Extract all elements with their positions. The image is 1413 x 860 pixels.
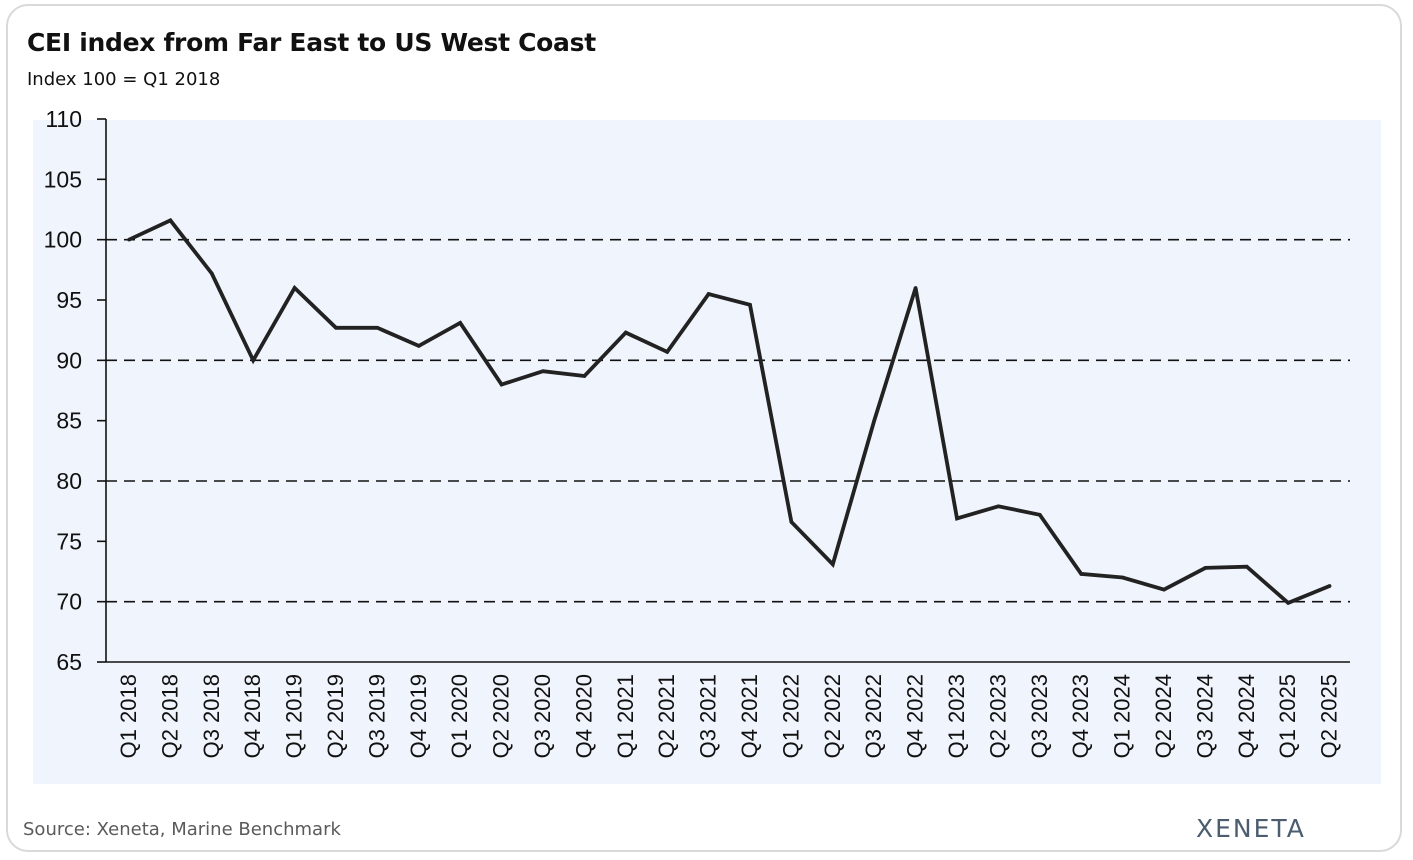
data-point [996, 504, 1001, 509]
x-tick-label: Q3 2023 [1027, 674, 1052, 758]
gridlines [106, 238, 1350, 603]
data-point [706, 292, 711, 296]
x-tick-label: Q4 2018 [240, 674, 265, 758]
x-tick-label: Q4 2021 [737, 674, 762, 758]
y-tick-label: 75 [56, 528, 82, 554]
data-point [748, 303, 752, 307]
x-tick-label: Q4 2024 [1234, 674, 1259, 758]
data-point [789, 520, 794, 524]
series [127, 218, 1332, 606]
x-tick-label: Q2 2024 [1151, 674, 1176, 758]
x-tick-label: Q3 2020 [530, 674, 555, 758]
data-point [334, 325, 338, 330]
x-tick-label: Q2 2022 [820, 674, 845, 758]
y-tick-label: 90 [56, 347, 82, 373]
data-point [913, 286, 918, 290]
chart-title: CEI index from Far East to US West Coast [27, 28, 596, 57]
x-tick-label: Q4 2022 [903, 674, 928, 758]
x-tick-label: Q1 2020 [447, 674, 472, 758]
data-point [1245, 564, 1249, 569]
x-tick-label: Q2 2018 [157, 674, 182, 758]
y-tick-labels: 65 70 75 80 85 90 95 100 105 110 [44, 106, 106, 675]
x-tick-label: Q3 2019 [364, 674, 389, 758]
x-tick-label: Q3 2024 [1192, 674, 1217, 758]
x-tick-label: Q1 2021 [613, 674, 638, 758]
x-tick-label: Q4 2019 [406, 674, 431, 758]
x-tick-label: Q3 2022 [861, 674, 886, 758]
y-tick-label: 100 [44, 227, 82, 253]
y-tick-label: 70 [56, 589, 82, 615]
series-line [128, 218, 1331, 606]
x-tick-label: Q1 2024 [1110, 674, 1135, 758]
brand-logo: XENETA [1196, 814, 1306, 843]
x-tick-label: Q3 2021 [696, 674, 721, 758]
y-tick-label: 80 [56, 468, 82, 494]
x-tick-label: Q4 2020 [571, 674, 596, 758]
data-point [1120, 575, 1125, 580]
data-point [1327, 584, 1332, 588]
x-tick-label: Q4 2023 [1068, 674, 1093, 758]
data-point [499, 382, 504, 387]
x-tick-label: Q2 2019 [323, 674, 348, 758]
y-tick-label: 65 [56, 649, 82, 675]
x-tick-label: Q1 2025 [1275, 674, 1300, 758]
data-point [1079, 572, 1083, 576]
data-point [831, 562, 835, 567]
x-tick-labels: Q1 2018 Q2 2018 Q3 2018 Q4 2018 Q1 2019 Q2 20… [116, 674, 1342, 758]
y-tick-label: 85 [56, 408, 82, 434]
y-tick-label: 110 [45, 106, 82, 132]
data-point [624, 330, 628, 335]
data-point [582, 374, 587, 378]
data-point [1286, 601, 1290, 605]
data-point [955, 516, 959, 521]
source-note: Source: Xeneta, Marine Benchmark [23, 819, 341, 840]
data-point [665, 350, 669, 354]
x-tick-label: Q1 2022 [778, 674, 803, 758]
data-point [417, 344, 421, 348]
data-point [168, 218, 173, 223]
axes [105, 119, 1350, 663]
y-tick-label: 105 [44, 166, 82, 192]
data-point [375, 325, 380, 330]
x-tick-label: Q1 2019 [282, 674, 307, 758]
data-point [251, 358, 255, 363]
data-point [127, 237, 131, 242]
data-point [210, 271, 214, 276]
data-point [872, 418, 876, 423]
data-point [1162, 587, 1166, 592]
y-tick-label: 95 [56, 287, 82, 313]
x-tick-label: Q1 2018 [116, 674, 141, 758]
chart-subtitle: Index 100 = Q1 2018 [27, 69, 221, 90]
data-point [1038, 512, 1042, 517]
data-point [458, 321, 463, 325]
x-tick-label: Q2 2021 [654, 674, 679, 758]
plot-background [33, 120, 1381, 784]
x-tick-label: Q2 2023 [985, 674, 1010, 758]
data-point [292, 286, 297, 290]
data-point [1203, 566, 1208, 570]
x-tick-label: Q1 2023 [944, 674, 969, 758]
x-tick-label: Q2 2025 [1317, 674, 1342, 758]
data-point [541, 369, 545, 373]
x-tick-label: Q3 2018 [199, 674, 224, 758]
x-tick-label: Q2 2020 [489, 674, 514, 758]
